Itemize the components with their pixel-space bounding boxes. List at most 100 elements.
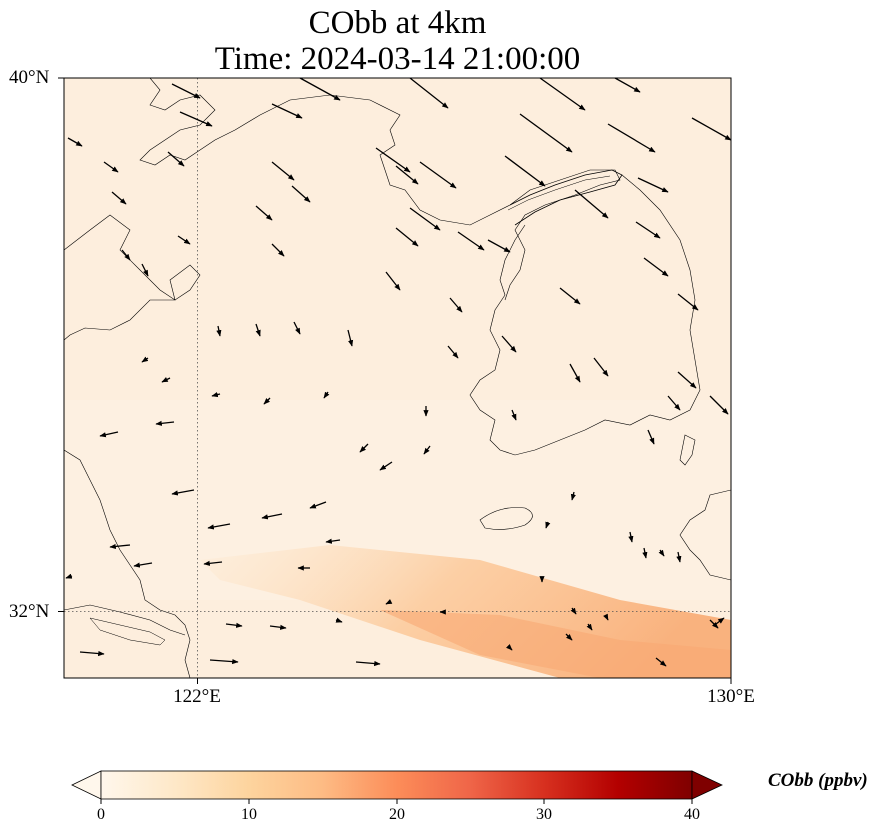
wind-arrow: [709, 619, 719, 629]
wind-arrow: [539, 77, 586, 111]
colorbar-extend-min: [71, 770, 102, 800]
wind-arrow: [347, 329, 354, 347]
wind-arrow: [677, 293, 699, 311]
wind-arrow: [709, 395, 729, 415]
coastline-china: [64, 214, 201, 341]
wind-arrow: [409, 77, 449, 109]
wind-arrow: [667, 395, 681, 411]
map-area: [64, 78, 731, 678]
colorbar-body: [100, 770, 693, 800]
wind-arrow: [395, 165, 419, 185]
wind-arrow: [99, 431, 119, 438]
wind-arrow: [379, 461, 393, 471]
wind-arrow: [293, 321, 301, 335]
wind-arrow: [359, 443, 369, 453]
colorbar-label: CObb (ppbv): [768, 770, 868, 791]
map-frame: [63, 77, 732, 679]
colorbar-tick-20: 20: [389, 806, 405, 823]
wind-arrow: [375, 147, 411, 173]
wind-arrow: [593, 357, 609, 377]
wind-arrow: [225, 622, 243, 628]
wind-arrow: [504, 155, 546, 187]
wind-arrow: [677, 371, 697, 389]
wind-arrow: [409, 207, 441, 231]
wind-arrow: [255, 205, 273, 221]
wind-arrow: [179, 111, 213, 127]
wind-arrow: [395, 227, 419, 247]
wind-arrow: [207, 523, 231, 530]
wind-arrow: [155, 420, 175, 426]
wind-arrow: [643, 257, 669, 277]
co-plume-core: [380, 610, 731, 678]
wind-arrow: [211, 392, 221, 398]
wind-arrow: [642, 547, 648, 559]
plot-title-line2: Time: 2024-03-14 21:00:00: [214, 41, 581, 77]
lon-label-130e: 130°E: [707, 686, 755, 707]
wind-arrow: [635, 221, 661, 239]
lat-label-32n: 32°N: [9, 601, 50, 622]
wind-arrow: [559, 287, 581, 305]
wind-arrow: [111, 191, 127, 205]
wind-arrow: [655, 657, 667, 667]
wind-arrow: [676, 551, 682, 563]
colorbar-tick-40: 40: [684, 806, 700, 823]
wind-arrow: [291, 185, 311, 203]
wind-arrow: [385, 599, 393, 605]
colorbar-tick-30: 30: [536, 806, 552, 823]
wind-arrow: [79, 650, 105, 657]
wind-arrow: [271, 103, 303, 119]
wind-arrow: [628, 531, 634, 543]
wind-arrow: [167, 151, 185, 167]
wind-arrow: [263, 397, 271, 405]
wind-arrow: [209, 658, 239, 665]
colorbar-tick-10: 10: [241, 806, 257, 823]
wind-arrow: [419, 161, 457, 189]
wind-arrow: [385, 271, 401, 291]
wind-arrow: [141, 263, 149, 277]
wind-arrow: [355, 660, 381, 667]
wind-arrow: [171, 489, 195, 496]
coastline-japan: [679, 489, 731, 581]
wind-arrow: [487, 239, 511, 253]
wind-arrow: [449, 297, 463, 313]
wind-arrow: [121, 249, 131, 261]
coastline-liaodong: [139, 78, 621, 301]
wind-arrow: [647, 429, 655, 445]
wind-arrow: [658, 549, 665, 557]
wind-arrow: [309, 501, 327, 509]
wind-arrow: [65, 573, 73, 579]
coastline-tsushima: [679, 434, 696, 466]
wind-arrow: [637, 177, 669, 193]
wind-arrow: [269, 624, 287, 630]
wind-arrow: [570, 607, 577, 615]
wind-arrow: [141, 356, 149, 363]
wind-arrow: [271, 243, 285, 257]
wind-arrow: [570, 491, 576, 501]
plot-title-line1: CObb at 4km: [308, 5, 487, 41]
wind-arrow: [216, 325, 222, 337]
wind-arrow: [177, 235, 191, 245]
wind-arrow: [255, 323, 261, 337]
coastline-jeju: [479, 507, 533, 530]
colorbar-tick-0: 0: [97, 806, 105, 823]
wind-arrow: [569, 363, 581, 383]
colorbar-extend-max: [691, 770, 723, 800]
wind-arrow: [457, 231, 485, 251]
wind-arrow: [323, 391, 330, 399]
wind-arrow: [299, 77, 341, 101]
wind-arrow: [203, 560, 223, 566]
wind-arrow: [447, 345, 459, 359]
wind-arrow: [325, 538, 341, 544]
wind-arrow: [715, 617, 725, 625]
wind-arrow: [691, 117, 732, 141]
wind-arrow: [565, 633, 573, 641]
wind-arrow: [574, 189, 609, 219]
coastline-china-south: [64, 449, 191, 678]
wind-arrow: [335, 617, 343, 623]
wind-arrow: [423, 445, 431, 455]
wind-vectors: [65, 77, 732, 667]
wind-arrow: [519, 113, 573, 153]
wind-arrow: [506, 644, 513, 651]
